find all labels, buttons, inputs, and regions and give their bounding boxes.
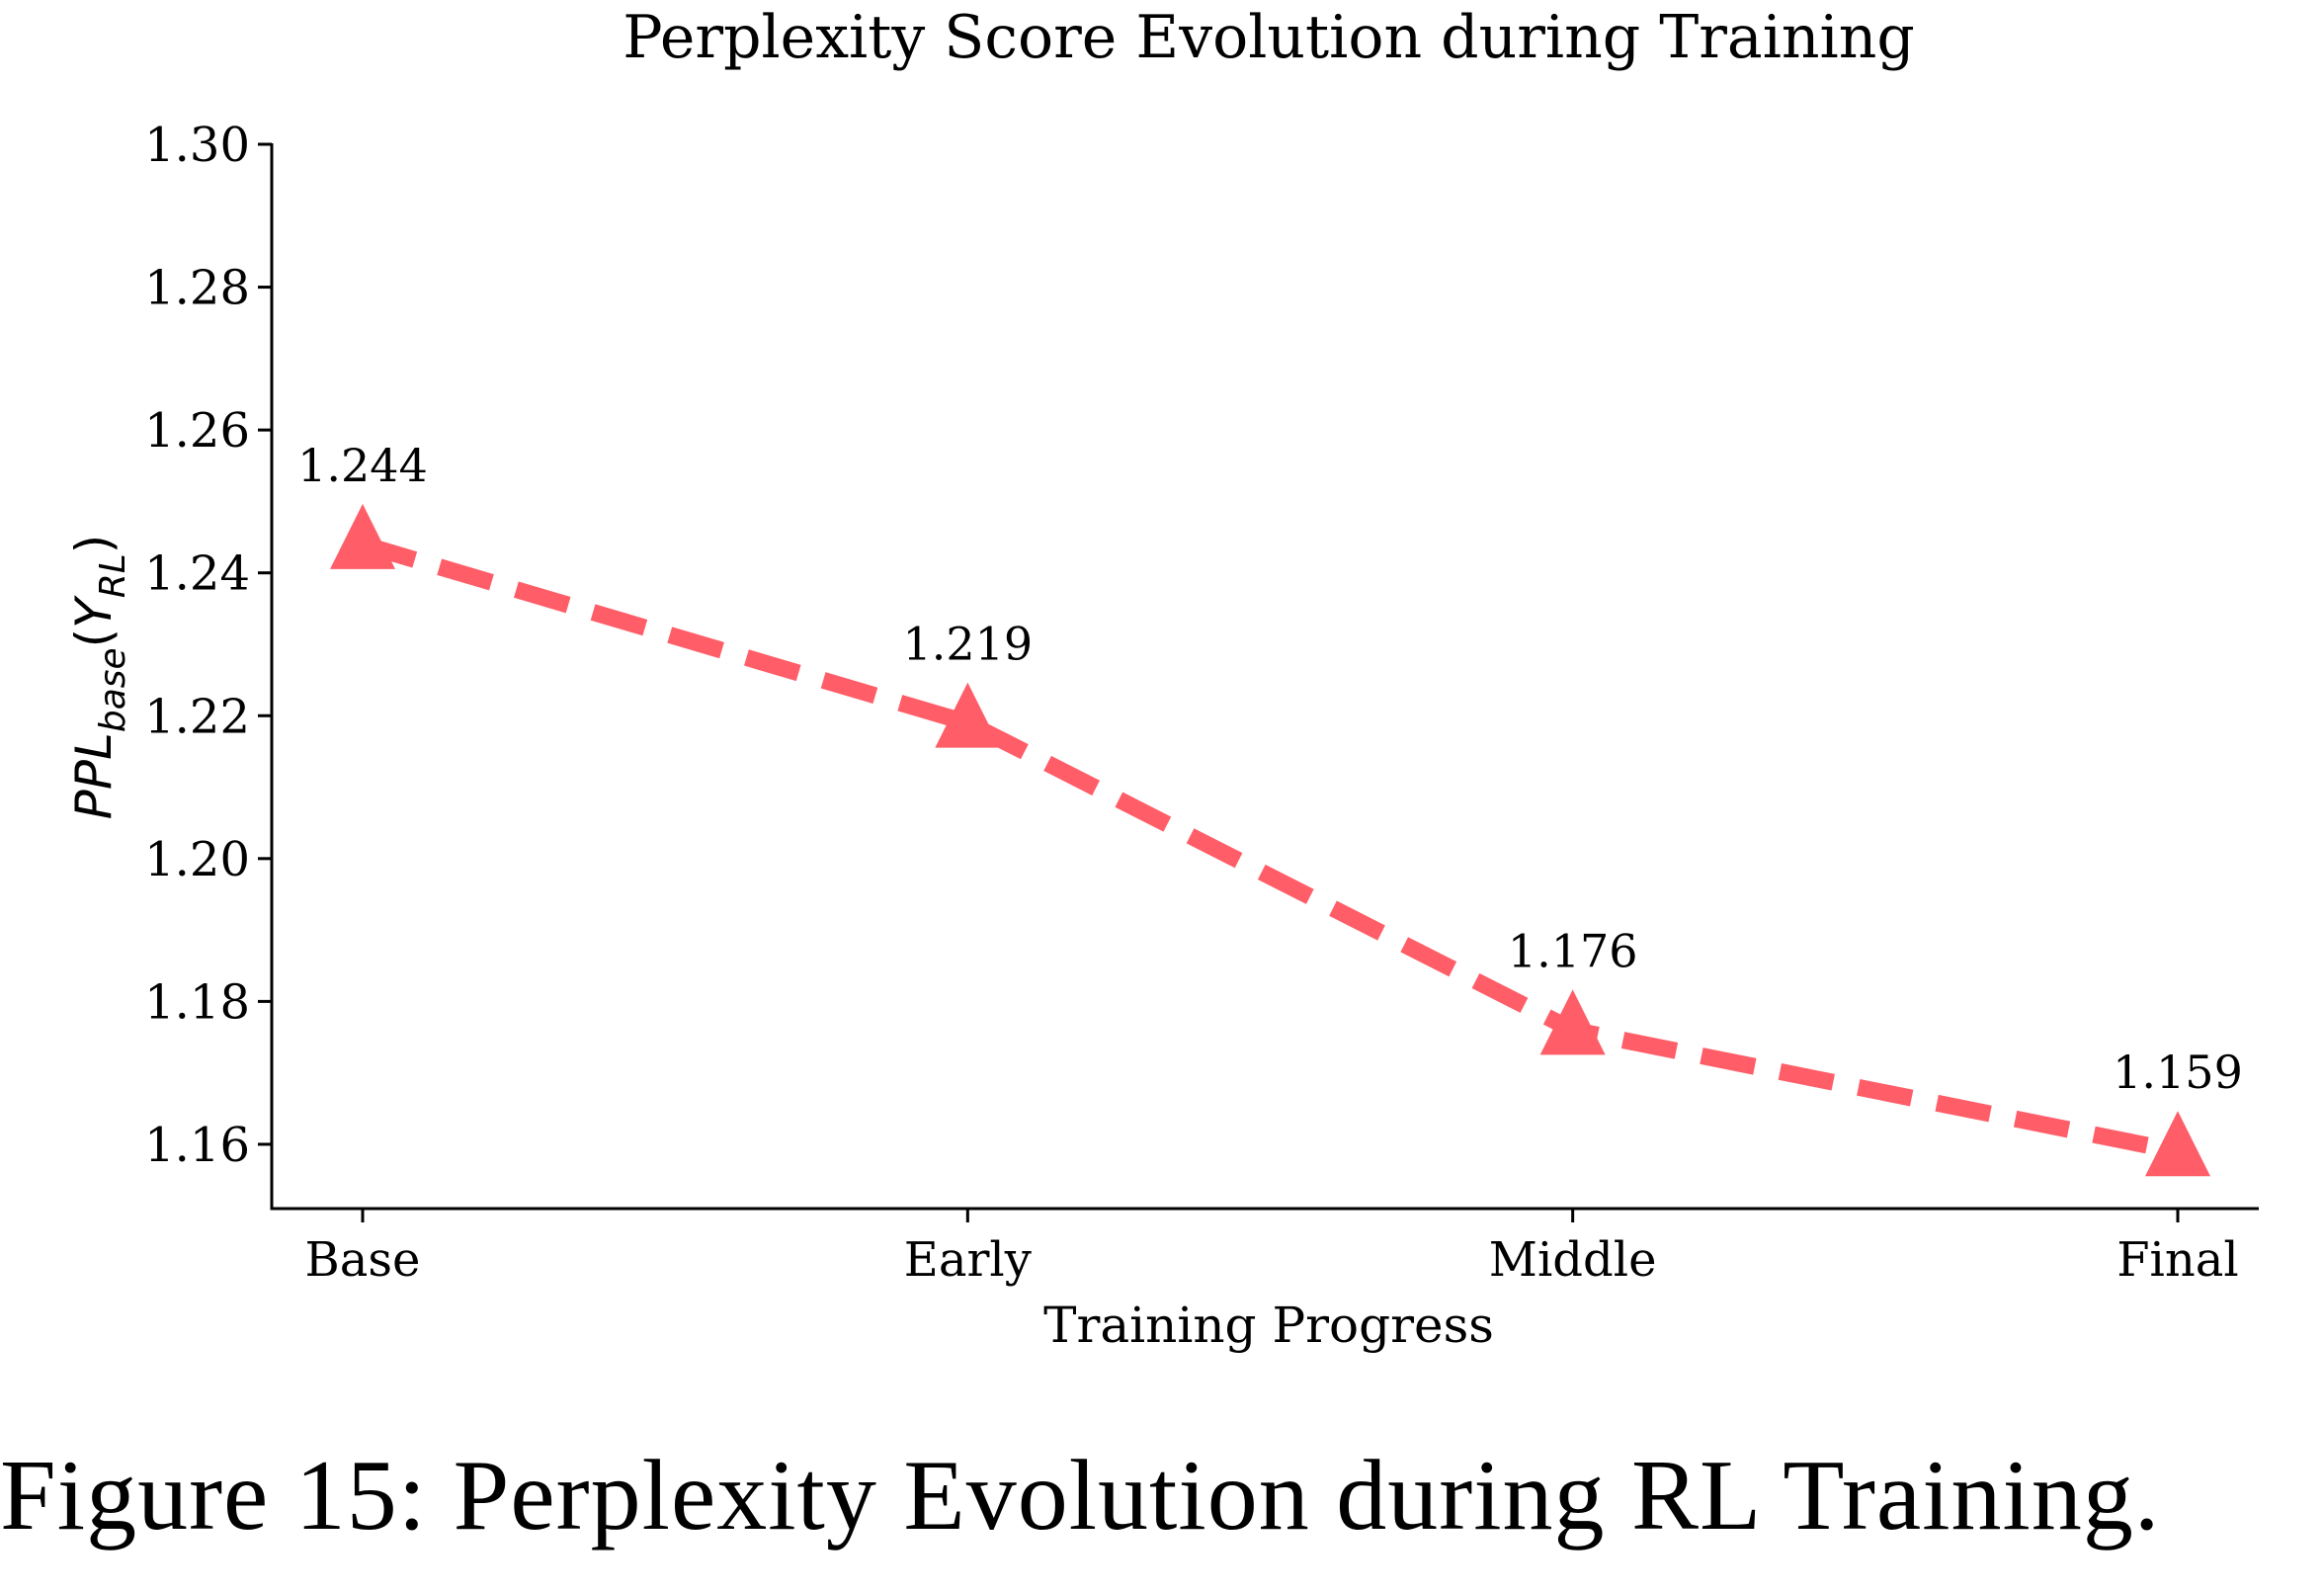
chart-title: Perplexity Score Evolution during Traini… — [622, 3, 1915, 72]
y-label-main: PPL — [65, 732, 123, 819]
x-tick-label-early: Early — [904, 1232, 1032, 1288]
y-tick-label: 1.18 — [144, 974, 250, 1030]
y-tick-label: 1.20 — [144, 832, 250, 887]
figure-caption: Figure 15: Perplexity Evolution during R… — [0, 1440, 2161, 1551]
y-tick-label: 1.30 — [144, 118, 250, 173]
data-label-base: 1.244 — [297, 439, 428, 492]
x-tick-label-base: Base — [305, 1232, 421, 1288]
data-point-marker-middle — [1539, 989, 1606, 1055]
y-axis-label: PPLbase(YRL) — [65, 535, 133, 820]
x-tick-label-final: Final — [2116, 1232, 2239, 1288]
y-label-arg: Y — [65, 595, 123, 629]
y-label-arg-sub: RL — [93, 553, 133, 598]
perplexity-chart: Perplexity Score Evolution during Traini… — [65, 3, 2259, 1354]
y-tick-label: 1.24 — [144, 546, 250, 602]
y-tick-label: 1.22 — [144, 689, 250, 744]
series-line — [360, 536, 2180, 1160]
data-point-marker-base — [330, 503, 395, 569]
series-layer: 1.244 1.219 1.176 1.159 — [297, 439, 2243, 1177]
data-label-final: 1.159 — [2113, 1046, 2243, 1099]
x-axis-ticks: Base Early Middle Final — [305, 1209, 2239, 1288]
y-tick-label: 1.26 — [144, 403, 250, 459]
y-label-sub: base — [93, 647, 133, 732]
y-label-open-paren: ( — [65, 629, 123, 648]
data-label-middle: 1.176 — [1508, 924, 1638, 977]
x-axis-label: Training Progress — [1043, 1297, 1494, 1354]
y-axis-ticks: 1.16 1.18 1.20 1.22 1.24 1.26 1.28 1.30 — [144, 118, 272, 1173]
data-point-marker-final — [2145, 1111, 2210, 1177]
x-tick-label-middle: Middle — [1489, 1232, 1657, 1288]
y-tick-label: 1.16 — [144, 1118, 250, 1173]
y-tick-label: 1.28 — [144, 261, 250, 316]
data-point-marker-early — [935, 682, 1001, 748]
data-label-early: 1.219 — [902, 617, 1033, 670]
y-label-close-paren: ) — [65, 535, 123, 554]
